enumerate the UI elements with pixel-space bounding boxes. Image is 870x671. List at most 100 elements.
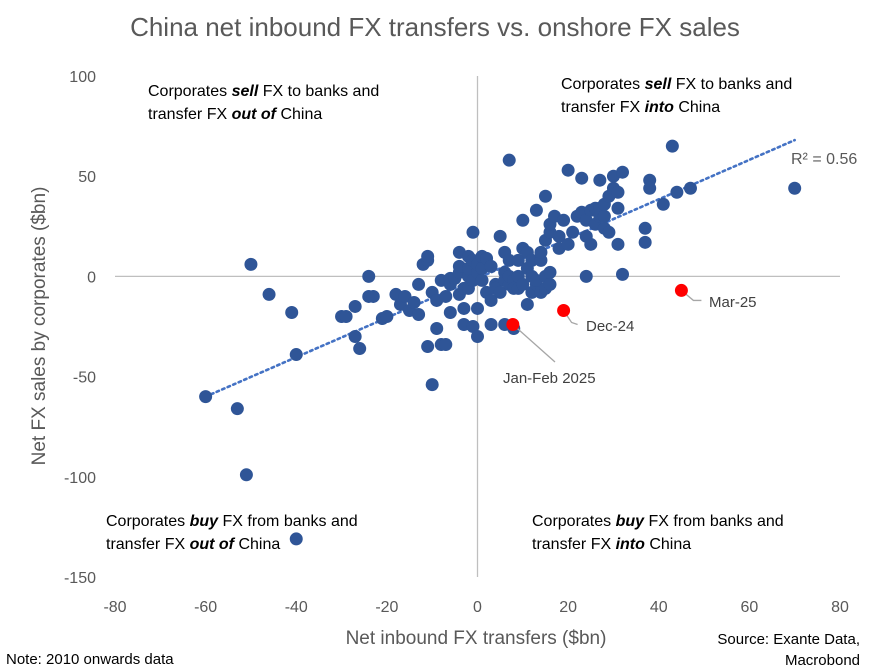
data-point — [244, 257, 258, 271]
x-tick-label: -60 — [194, 599, 217, 616]
data-point — [579, 269, 593, 283]
data-point — [430, 322, 444, 336]
data-point — [484, 293, 498, 307]
y-tick-label: 50 — [78, 169, 96, 186]
data-point — [575, 171, 589, 185]
data-point — [493, 285, 507, 299]
data-point — [443, 305, 457, 319]
data-point — [484, 317, 498, 331]
data-point — [475, 273, 489, 287]
data-point — [421, 249, 435, 263]
data-point — [439, 338, 453, 352]
highlight-point — [506, 317, 520, 331]
data-point — [520, 297, 534, 311]
data-point — [552, 229, 566, 243]
data-point — [412, 307, 426, 321]
data-point — [262, 287, 276, 301]
point-annotation: Jan-Feb 2025 — [503, 370, 596, 387]
data-point — [353, 342, 367, 356]
data-point — [525, 253, 539, 267]
data-point — [421, 340, 435, 354]
data-point — [602, 225, 616, 239]
data-point — [665, 139, 679, 153]
data-point — [516, 213, 530, 227]
data-point — [670, 185, 684, 199]
data-point — [656, 197, 670, 211]
data-point — [502, 253, 516, 267]
data-point — [471, 330, 484, 344]
data-point — [683, 181, 697, 195]
data-point — [339, 309, 353, 323]
y-axis-title: Net FX sales by corporates ($bn) — [29, 187, 50, 466]
source-line-1: Source: Exante Data, — [717, 631, 860, 648]
data-point — [289, 532, 303, 546]
data-point — [616, 165, 629, 179]
data-point — [584, 237, 598, 251]
r-squared-label: R² = 0.56 — [791, 151, 857, 168]
data-point — [643, 181, 657, 195]
y-tick-label: -50 — [73, 370, 96, 387]
data-point — [543, 277, 557, 291]
data-point — [366, 289, 380, 303]
x-tick-label: 20 — [559, 599, 577, 616]
data-point — [348, 330, 362, 344]
data-point — [638, 235, 652, 249]
data-point — [534, 245, 548, 259]
x-tick-label: 40 — [650, 599, 668, 616]
data-point — [471, 301, 484, 315]
x-tick-label: 60 — [740, 599, 758, 616]
x-tick-label: 80 — [831, 599, 849, 616]
x-tick-label: 0 — [473, 599, 482, 616]
data-point — [493, 229, 507, 243]
y-tick-label: -150 — [64, 570, 96, 587]
data-point — [561, 237, 575, 251]
data-point — [597, 209, 611, 223]
data-point — [543, 265, 557, 279]
footnote: Note: 2010 onwards data — [6, 651, 174, 668]
y-tick-label: 0 — [87, 269, 96, 286]
data-point — [788, 181, 802, 195]
data-point — [557, 213, 571, 227]
data-point — [638, 221, 652, 235]
data-point — [199, 390, 213, 404]
data-point — [516, 277, 530, 291]
x-axis-title: Net inbound FX transfers ($bn) — [346, 628, 607, 649]
data-point — [484, 259, 498, 273]
data-point — [561, 163, 575, 177]
chart-title: China net inbound FX transfers vs. onsho… — [130, 12, 740, 42]
x-tick-label: -80 — [103, 599, 126, 616]
quadrant-label-top-left: Corporates sell FX to banks and transfer… — [148, 83, 380, 123]
x-tick-label: -20 — [375, 599, 398, 616]
data-point — [616, 267, 629, 281]
quadrant-label-top-right: Corporates sell FX to banks and transfer… — [561, 76, 793, 116]
y-tick-label: 100 — [69, 69, 96, 86]
annotation-leader-line — [512, 324, 556, 363]
data-point — [466, 225, 480, 239]
data-point — [289, 348, 303, 362]
data-point — [529, 203, 543, 217]
data-point — [239, 468, 253, 482]
data-point — [611, 237, 625, 251]
data-point — [466, 320, 480, 333]
data-point — [502, 153, 516, 167]
data-point — [407, 295, 421, 309]
source-credit: Source: Exante Data, Macrobond — [717, 629, 860, 671]
data-point — [611, 185, 625, 199]
data-point — [538, 189, 552, 203]
point-annotation: Dec-24 — [586, 318, 634, 335]
data-point — [566, 225, 580, 239]
data-point — [593, 173, 607, 187]
data-point — [285, 305, 299, 319]
data-point — [348, 299, 362, 313]
source-line-2: Macrobond — [784, 652, 860, 669]
x-tick-label: -40 — [285, 599, 308, 616]
y-tick-label: -100 — [64, 470, 96, 487]
data-point — [380, 309, 394, 323]
data-point — [412, 277, 426, 291]
data-point — [230, 402, 244, 416]
data-point — [362, 269, 376, 283]
quadrant-label-bottom-left: Corporates buy FX from banks and transfe… — [106, 513, 358, 553]
data-point — [611, 201, 625, 215]
data-point — [425, 378, 439, 392]
